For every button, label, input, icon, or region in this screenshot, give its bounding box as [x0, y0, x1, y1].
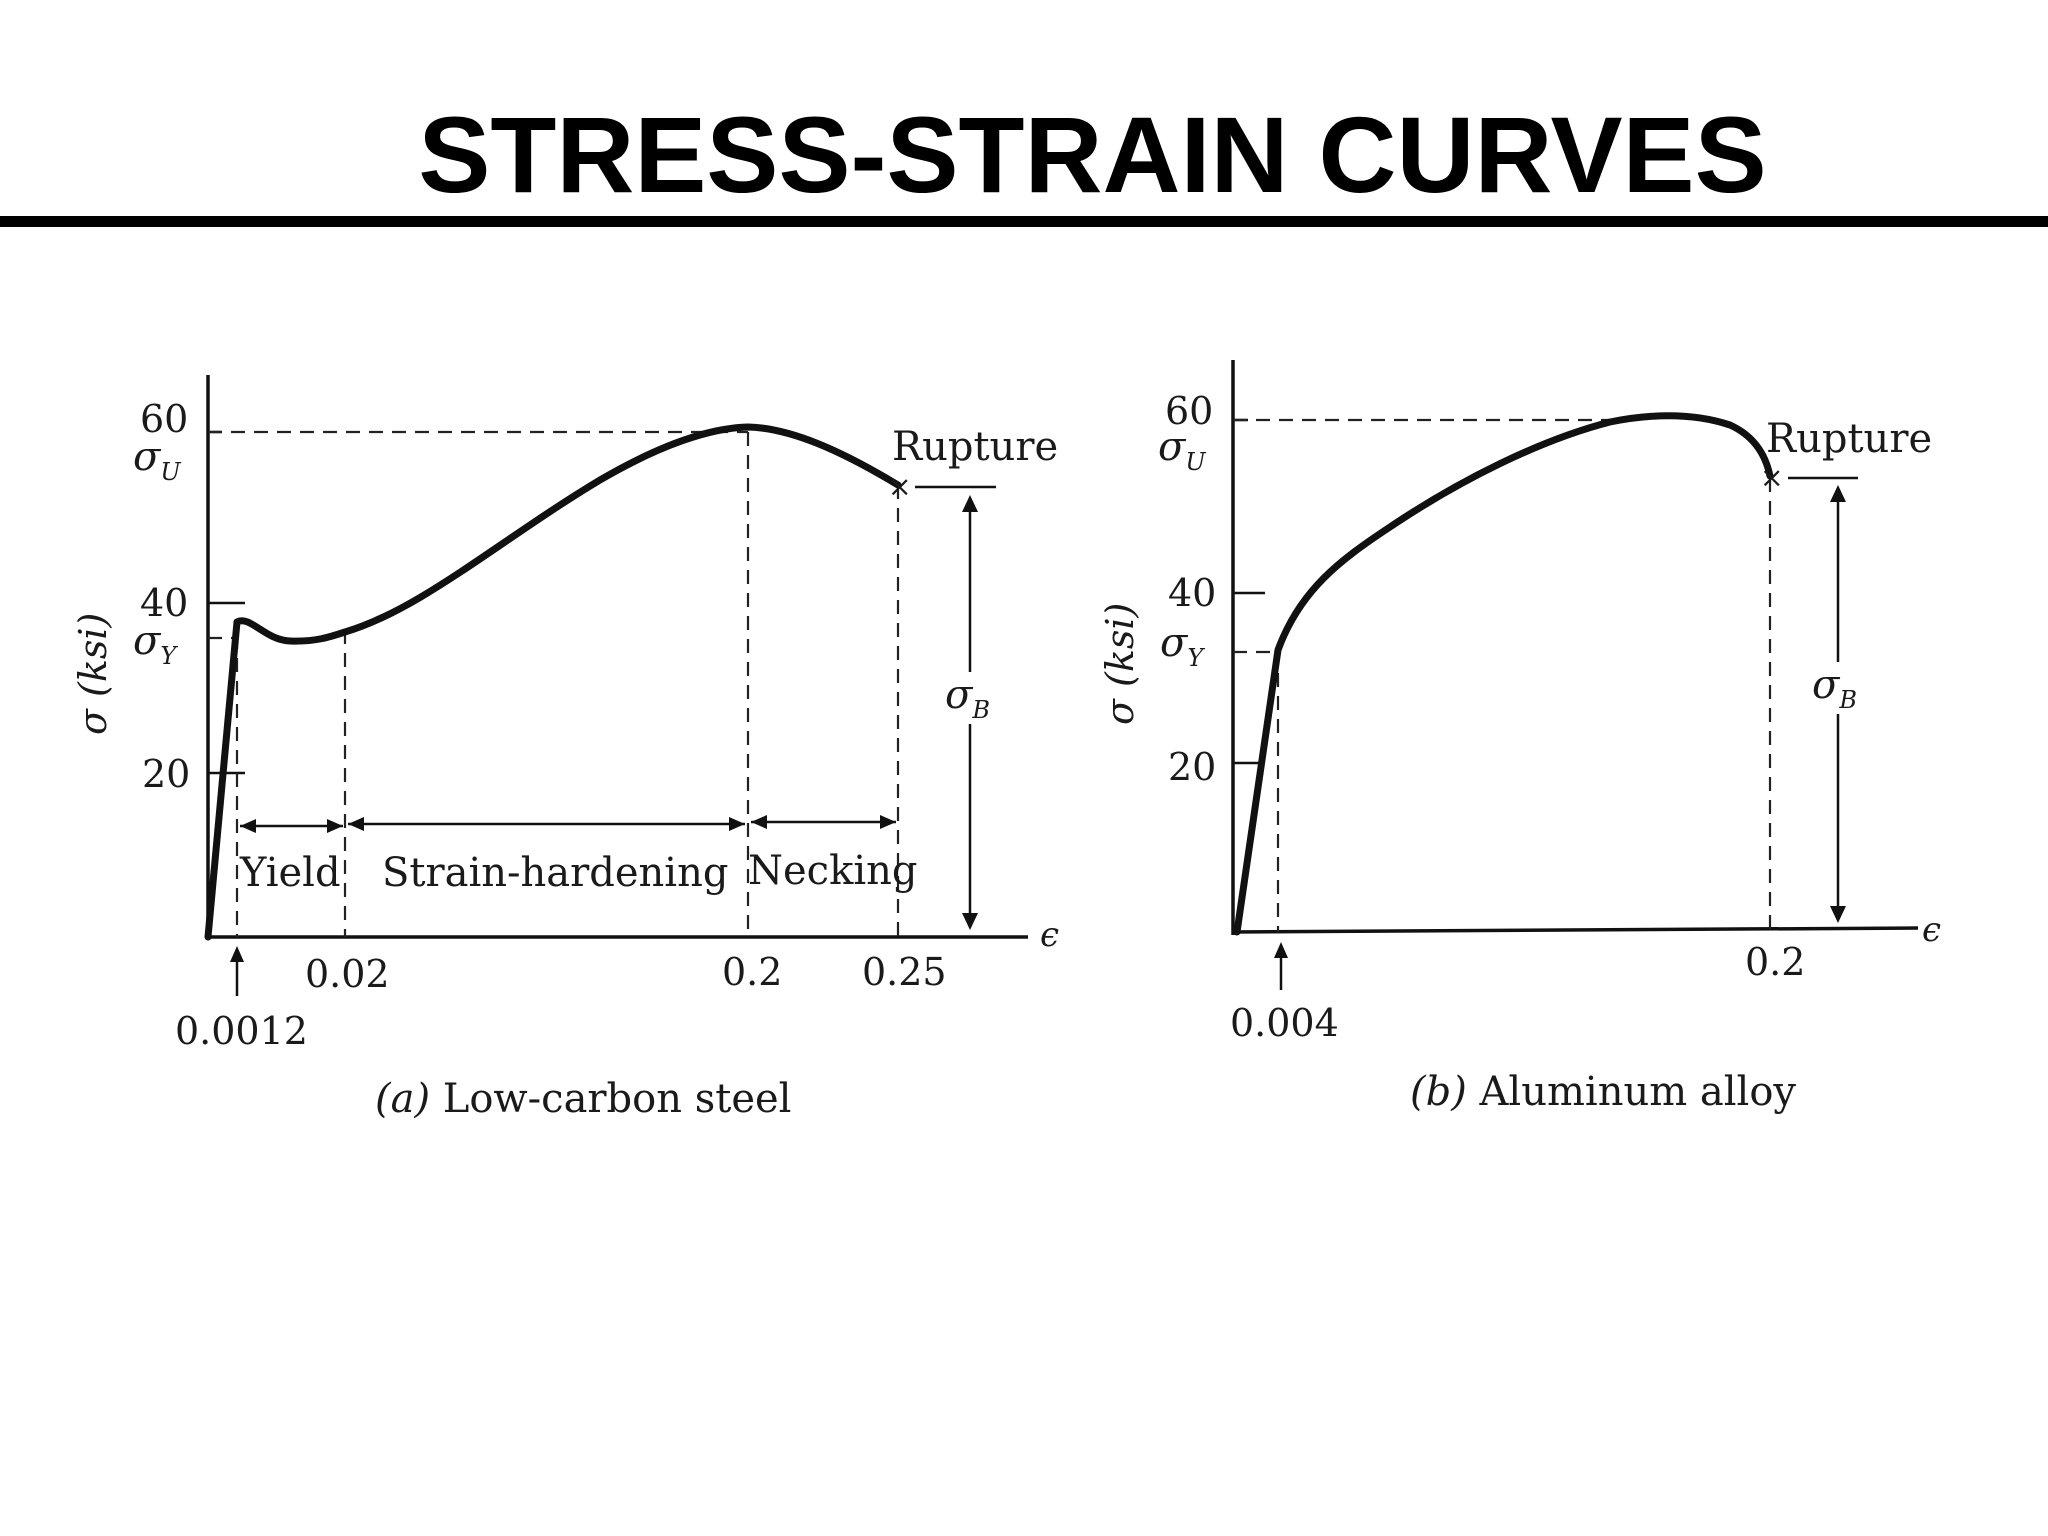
aluminum-curve: [1233, 412, 1774, 936]
steel-x-tick-0.25: 0.25: [862, 950, 947, 994]
steel-region-necking: Necking: [748, 848, 917, 894]
steel-region-strain-hardening: Strain-hardening: [382, 850, 728, 896]
aluminum-x-tick-0.2: 0.2: [1745, 940, 1805, 984]
aluminum-y-tick-label-60: 60: [1165, 389, 1213, 433]
aluminum-y-tick-label-20: 20: [1168, 745, 1216, 789]
steel-sigma-u-label: σU: [133, 434, 181, 486]
steel-x-0.0012-arrowhead: [230, 946, 244, 962]
slide-title: STRESS-STRAIN CURVES: [418, 94, 1767, 215]
aluminum-x-axis-label: ϵ: [1922, 910, 1941, 950]
steel-y-tick-label-60: 60: [140, 397, 188, 441]
steel-x-tick-0.2: 0.2: [722, 950, 782, 994]
steel-x-tick-0.0012: 0.0012: [175, 1009, 308, 1053]
aluminum-sigma-b-arrowhead-down: [1830, 906, 1846, 923]
steel-y-tick-label-20: 20: [142, 752, 190, 796]
aluminum-x-0.004-arrowhead: [1274, 942, 1288, 958]
steel-caption: (a) Low-carbon steel: [375, 1076, 791, 1122]
title-rule: [0, 216, 2048, 227]
steel-region-yield: Yield: [239, 850, 341, 896]
steel-region-arrowheads: [240, 815, 896, 833]
chart-steel: ϵ 60 σU 40 σY 20 σ (ksi) × Rupture σ σB: [71, 375, 1059, 1122]
steel-sigma-b-arrowhead-down: [962, 913, 978, 930]
steel-sigma-y-label: σY: [133, 618, 178, 670]
aluminum-sigma-b-label-bg: [1806, 662, 1870, 714]
aluminum-rupture-marker: ×: [1760, 461, 1783, 494]
aluminum-x-tick-0.004: 0.004: [1230, 1001, 1339, 1045]
aluminum-y-axis-label: σ (ksi): [1098, 603, 1142, 725]
aluminum-rupture-label: Rupture: [1766, 416, 1932, 462]
chart-aluminum: ϵ 60 σU 40 σY 20 σ (ksi) × Rupture σB 0.…: [1098, 360, 1941, 1115]
steel-y-tick-label-40: 40: [140, 581, 188, 625]
aluminum-x-axis: [1232, 926, 1919, 934]
aluminum-caption: (b) Aluminum alloy: [1410, 1069, 1796, 1115]
steel-sigma-b-arrowhead-up: [962, 495, 978, 512]
aluminum-sigma-y-label: σY: [1160, 620, 1205, 672]
steel-sigma-b-label-bg: [938, 672, 1002, 724]
steel-x-tick-0.02: 0.02: [305, 952, 390, 996]
steel-rupture-marker: ×: [888, 470, 911, 503]
steel-rupture-label: Rupture: [892, 424, 1058, 470]
aluminum-sigma-b-arrowhead-up: [1830, 485, 1846, 502]
steel-x-axis-label: ϵ: [1040, 915, 1059, 955]
steel-y-axis-label: σ (ksi): [71, 613, 115, 735]
steel-curve: [204, 423, 902, 941]
aluminum-y-tick-label-40: 40: [1168, 571, 1216, 615]
